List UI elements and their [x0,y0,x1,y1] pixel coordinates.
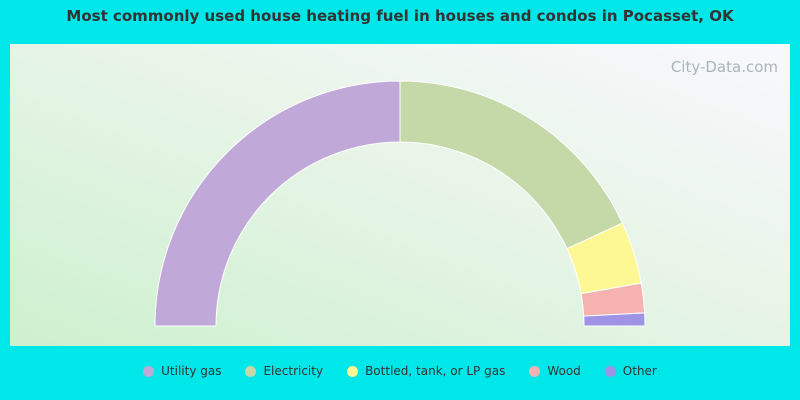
watermark: City-Data.com [671,58,778,76]
legend-item: Bottled, tank, or LP gas [347,364,505,378]
legend-swatch [347,365,359,377]
legend-item: Wood [529,364,581,378]
legend-swatch [604,365,616,377]
legend-label: Electricity [263,364,324,378]
legend-swatch [529,365,541,377]
legend-swatch [143,365,155,377]
donut-segment [583,312,646,327]
legend-swatch [245,365,257,377]
legend-label: Utility gas [161,364,222,378]
legend-label: Wood [547,364,581,378]
legend-label: Bottled, tank, or LP gas [365,364,506,378]
legend-item: Other [604,364,657,378]
legend-label: Other [622,364,657,378]
legend: Utility gas Electricity Bottled, tank, or … [0,364,800,378]
chart-title: Most commonly used house heating fuel in… [66,7,734,25]
chart: City-Data.com [10,44,790,346]
legend-item: Electricity [245,364,323,378]
legend-item: Utility gas [143,364,221,378]
